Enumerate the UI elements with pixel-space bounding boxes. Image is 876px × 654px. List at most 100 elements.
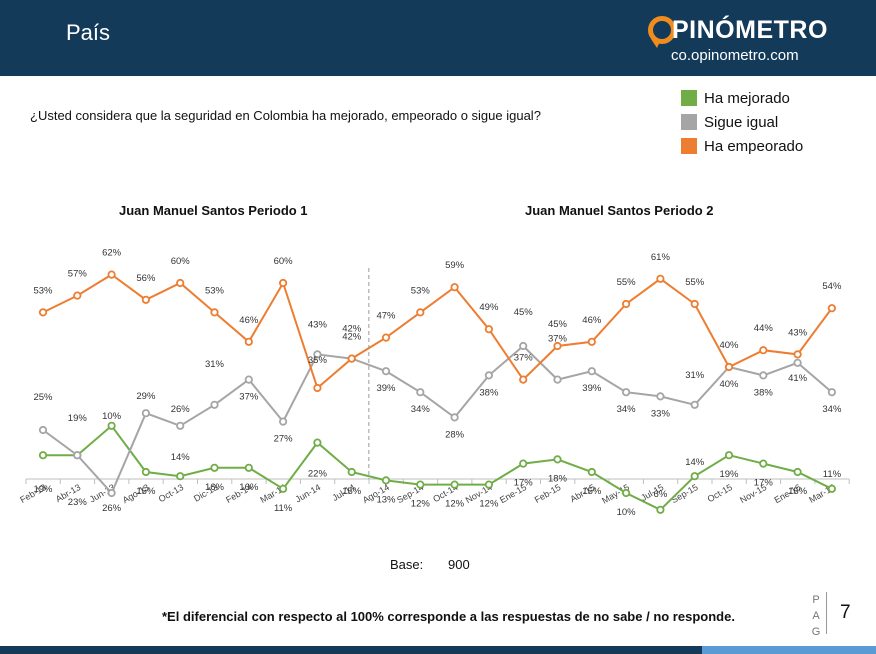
data-point xyxy=(107,270,116,279)
data-label: 10% xyxy=(617,507,637,518)
data-label: 61% xyxy=(651,252,671,263)
data-point xyxy=(656,505,665,514)
data-label: 31% xyxy=(205,359,225,370)
line-chart: Feb-13 Abr-13 Jun-13 Ago-13 Oct-13 Dic-13 Feb-… xyxy=(18,248,850,518)
base-label: Base: xyxy=(390,557,424,572)
data-label: 12% xyxy=(411,499,431,510)
data-label: 17% xyxy=(514,478,534,489)
data-label: 15% xyxy=(342,486,362,497)
data-point xyxy=(210,400,219,409)
data-point xyxy=(38,308,48,317)
data-point xyxy=(759,459,768,468)
data-label: 19% xyxy=(719,469,739,480)
data-point xyxy=(450,413,459,422)
data-label: 54% xyxy=(822,281,842,292)
data-point xyxy=(73,291,82,300)
data-label: 47% xyxy=(376,311,396,322)
data-label: 40% xyxy=(719,340,739,351)
data-point xyxy=(141,295,150,304)
x-tick-label: Oct-15 xyxy=(706,482,734,504)
data-label: 62% xyxy=(102,248,122,259)
bottom-bar-accent xyxy=(702,646,876,654)
data-label: 46% xyxy=(582,315,602,326)
data-label: 16% xyxy=(205,482,225,493)
data-point xyxy=(347,354,356,363)
survey-question: ¿Usted considera que la seguridad en Col… xyxy=(30,108,541,123)
data-label: 37% xyxy=(548,334,568,345)
pag-letter: A xyxy=(812,610,820,622)
data-point xyxy=(724,451,734,460)
legend-item-ha-mejorado: Ha mejorado xyxy=(681,86,803,110)
data-point xyxy=(176,278,185,288)
footnote: *El diferencial con respecto al 100% cor… xyxy=(162,609,735,624)
data-point xyxy=(176,421,185,430)
data-label: 37% xyxy=(514,353,534,364)
data-point xyxy=(621,488,631,498)
data-point xyxy=(793,358,802,367)
x-tick-label: Feb-15 xyxy=(533,482,563,505)
data-point xyxy=(656,274,665,283)
data-label: 41% xyxy=(788,373,808,384)
legend-label: Sigue igual xyxy=(704,113,779,131)
data-point xyxy=(656,392,665,401)
data-point xyxy=(210,463,219,472)
header-bar: País PINÓMETRO co.opinometro.com xyxy=(0,0,876,76)
data-point xyxy=(621,388,631,397)
data-point xyxy=(793,467,802,477)
data-label: 43% xyxy=(308,319,328,330)
data-point xyxy=(587,467,596,477)
data-point xyxy=(244,375,253,384)
data-point xyxy=(519,341,528,351)
data-label: 11% xyxy=(823,469,842,480)
data-label: 40% xyxy=(719,379,739,390)
data-label: 45% xyxy=(548,319,568,330)
data-point xyxy=(724,362,734,372)
data-label: 16% xyxy=(239,482,259,493)
page-divider xyxy=(826,592,827,634)
data-point xyxy=(587,337,596,346)
data-label: 45% xyxy=(514,307,534,318)
data-label: 35% xyxy=(308,355,328,366)
legend-label: Ha empeorado xyxy=(704,137,804,155)
data-point xyxy=(587,367,596,376)
data-label: 18% xyxy=(548,473,568,484)
data-label: 15% xyxy=(136,486,156,497)
data-point xyxy=(313,350,322,359)
data-label: 56% xyxy=(136,273,156,284)
data-point xyxy=(278,278,288,288)
data-label: 17% xyxy=(754,478,774,489)
data-label: 49% xyxy=(479,302,499,313)
data-point xyxy=(141,467,150,477)
legend-label: Ha mejorado xyxy=(704,89,790,107)
data-point xyxy=(313,438,322,447)
data-label: 29% xyxy=(136,391,156,402)
data-label: 28% xyxy=(445,429,465,440)
data-label: 53% xyxy=(33,285,53,296)
data-point xyxy=(176,472,185,481)
data-label: 12% xyxy=(479,499,499,510)
data-label: 53% xyxy=(411,285,431,296)
data-label: 15% xyxy=(788,486,808,497)
data-label: 14% xyxy=(685,457,705,468)
data-point xyxy=(484,371,493,380)
data-label: 10% xyxy=(102,411,122,422)
data-label: 60% xyxy=(274,256,294,267)
data-label: 27% xyxy=(274,434,294,445)
x-tick-label: Jun-14 xyxy=(294,482,323,504)
data-point xyxy=(519,375,528,384)
data-point xyxy=(621,299,631,309)
data-point xyxy=(313,383,322,393)
data-point xyxy=(759,346,768,355)
data-label: 26% xyxy=(102,503,122,514)
data-label: 53% xyxy=(205,285,225,296)
legend-swatch-sigue-igual xyxy=(681,114,697,130)
page-number: 7 xyxy=(840,602,851,623)
data-point xyxy=(450,283,459,292)
data-label: 34% xyxy=(411,404,431,415)
legend-swatch-ha-mejorado xyxy=(681,90,697,106)
data-label: 23% xyxy=(68,497,88,508)
data-point xyxy=(553,455,562,464)
data-label: 33% xyxy=(651,408,671,419)
x-tick-label: Oct-13 xyxy=(157,482,185,504)
data-point xyxy=(690,400,699,409)
